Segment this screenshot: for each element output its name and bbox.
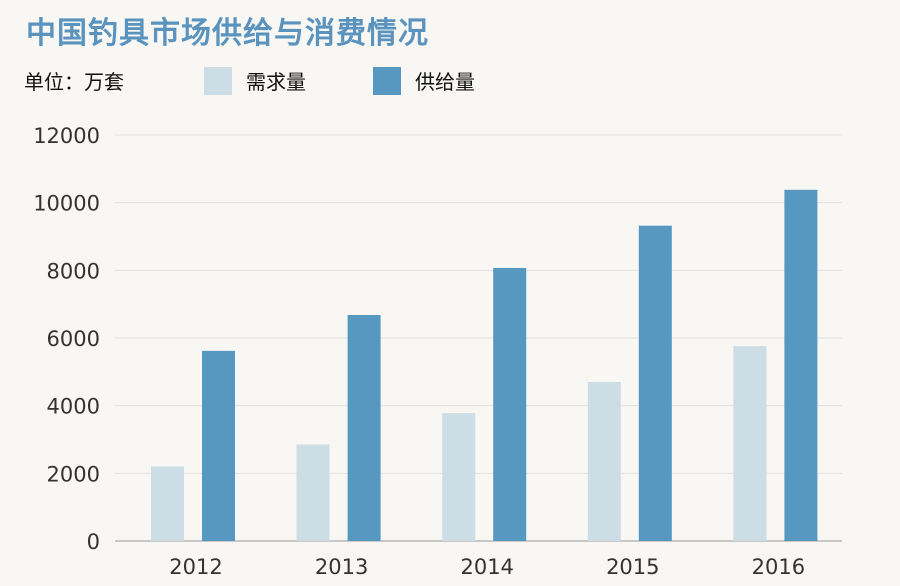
y-tick-label: 8000 [47, 259, 100, 283]
demand-bar [296, 444, 330, 541]
y-tick-label: 6000 [47, 327, 100, 351]
legend-label-demand: 需求量 [246, 70, 306, 94]
x-tick-label: 2012 [169, 555, 222, 579]
legend-item-demand: 需求量 [204, 66, 306, 95]
demand-bar [733, 346, 767, 541]
x-tick-label: 2014 [460, 555, 513, 579]
y-tick-label: 12000 [33, 124, 100, 148]
unit-label: 单位：万套 [24, 70, 124, 94]
supply-bar [347, 314, 381, 541]
chart-title: 中国钓具市场供给与消费情况 [26, 16, 429, 51]
x-tick-label: 2013 [315, 555, 368, 579]
y-tick-label: 0 [87, 530, 100, 554]
x-tick-label: 2016 [752, 555, 805, 579]
supply-bar [784, 189, 818, 541]
y-tick-label: 2000 [47, 462, 100, 486]
demand-bar [587, 381, 621, 541]
y-tick-label: 10000 [33, 192, 100, 216]
demand-bar [151, 466, 184, 541]
supply-bar [493, 267, 527, 541]
legend-item-supply: 供给量 [373, 66, 475, 95]
legend-swatch-demand [204, 66, 232, 95]
legend-swatch-supply [373, 66, 401, 95]
x-tick-label: 2015 [606, 555, 659, 579]
supply-bar [202, 350, 235, 541]
y-tick-label: 4000 [47, 395, 100, 419]
supply-bar [638, 225, 672, 541]
demand-bar [442, 413, 476, 541]
legend-label-supply: 供给量 [415, 70, 475, 94]
